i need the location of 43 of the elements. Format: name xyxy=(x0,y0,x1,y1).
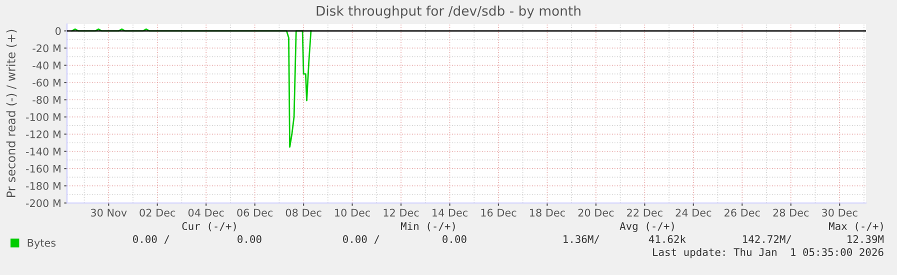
x-tick-label: 30 Dec xyxy=(822,208,858,217)
x-tick-label: 02 Dec xyxy=(140,208,176,217)
x-tick-label: 16 Dec xyxy=(481,208,516,217)
x-tick-label: 22 Dec xyxy=(627,208,662,217)
text: 0.00 / xyxy=(343,235,380,244)
x-tick-label: 06 Dec xyxy=(237,208,273,217)
y-tick-label: -140 M xyxy=(26,148,60,156)
text: 0.00 xyxy=(442,235,466,244)
y-axis-title: Pr second read (-) / write (+) xyxy=(6,30,17,197)
text: 12.39M xyxy=(848,235,884,244)
text: Cur (-/+) xyxy=(182,222,236,232)
y-tick-label: -80 M xyxy=(32,96,60,104)
x-tick-label: 24 Dec xyxy=(676,208,712,217)
text: 142.72M/ xyxy=(743,235,792,244)
y-tick-label: -160 M xyxy=(26,164,60,173)
x-tick-label: 28 Dec xyxy=(773,208,809,217)
text: 0.00 xyxy=(238,235,262,244)
x-tick-label: 08 Dec xyxy=(286,208,322,217)
text: 0.00 / xyxy=(133,235,170,244)
legend-label: Bytes xyxy=(28,239,56,249)
x-tick-label: 18 Dec xyxy=(530,208,565,217)
y-tick-label: -40 M xyxy=(32,62,60,70)
y-tick-label: -100 M xyxy=(26,113,60,122)
x-tick-label: 04 Dec xyxy=(188,208,224,217)
y-tick-label: -60 M xyxy=(32,78,60,87)
x-tick-label: 30 Nov xyxy=(90,208,127,217)
y-tick-label: -20 M xyxy=(32,44,60,52)
y-tick-label: -120 M xyxy=(26,130,60,138)
y-tick-label: -200 M xyxy=(26,199,60,208)
x-tick-label: 14 Dec xyxy=(432,208,468,217)
y-tick-label: 0 xyxy=(56,27,61,35)
chart-title: Disk throughput for /dev/sdb - by month xyxy=(316,6,580,18)
x-tick-label: 12 Dec xyxy=(384,208,419,217)
x-tick-label: 10 Dec xyxy=(335,208,370,217)
text: 1.36M/ xyxy=(564,235,600,244)
text: 41.62k xyxy=(648,234,686,244)
text: Max (-/+) xyxy=(828,222,883,232)
x-tick-label: 26 Dec xyxy=(724,208,760,217)
text: Min (-/+) xyxy=(400,222,455,232)
text: Avg (-/+) xyxy=(620,222,674,232)
text: Last update: Thu Jan 1 05:35:00 2026 xyxy=(653,248,884,258)
x-tick-label: 20 Dec xyxy=(578,208,614,217)
y-tick-label: -180 M xyxy=(26,182,60,190)
